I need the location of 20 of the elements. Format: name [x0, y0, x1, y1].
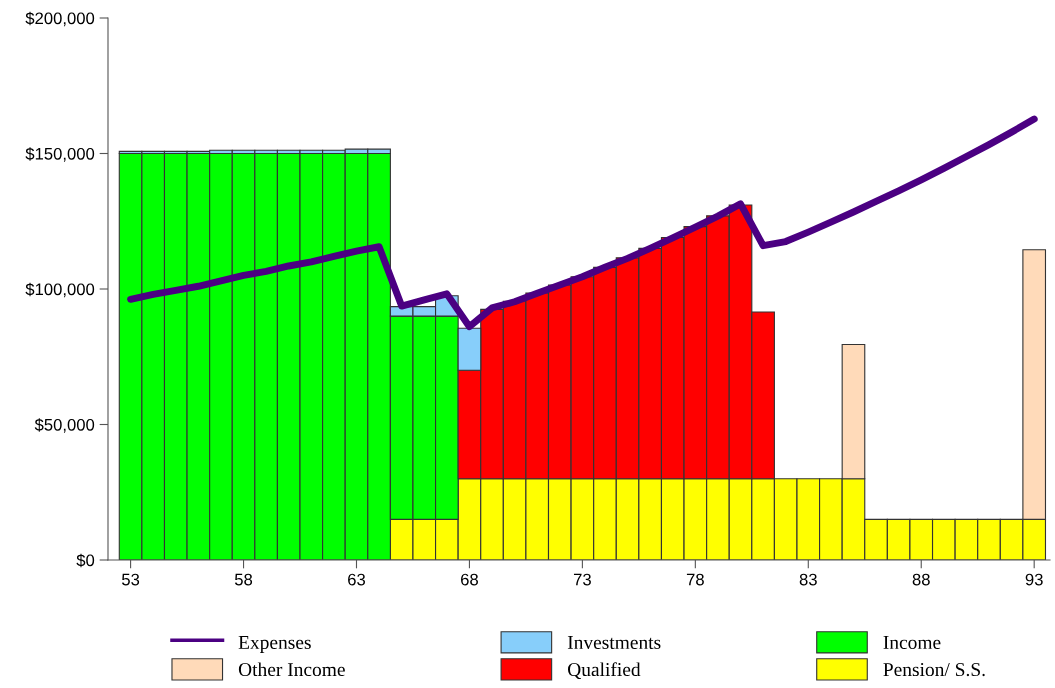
legend-label: Investments: [567, 636, 661, 649]
legend-label: Other Income: [238, 662, 345, 677]
legend-label: Income: [883, 636, 941, 649]
x-tick-label: 63: [348, 573, 366, 586]
y-tick-label: $150,000: [25, 147, 95, 162]
legend-label: Expenses: [238, 636, 311, 653]
x-tick-label: 78: [686, 573, 704, 586]
x-tick-label: 73: [573, 573, 591, 586]
y-tick-label: $0: [76, 553, 95, 568]
y-tick-label: $200,000: [25, 11, 95, 27]
x-tick-label: 83: [799, 573, 817, 586]
x-tick-label: 68: [461, 573, 478, 586]
legend-label: Qualified: [567, 662, 641, 680]
y-tick-label: $100,000: [25, 282, 95, 298]
x-tick-label: 93: [1025, 573, 1043, 586]
x-tick-label: 53: [121, 573, 140, 586]
legend-label: Pension/ S.S.: [883, 663, 985, 677]
x-tick-label: 88: [912, 573, 930, 586]
x-tick-label: 58: [234, 573, 253, 586]
y-tick-label: $50,000: [34, 418, 95, 433]
